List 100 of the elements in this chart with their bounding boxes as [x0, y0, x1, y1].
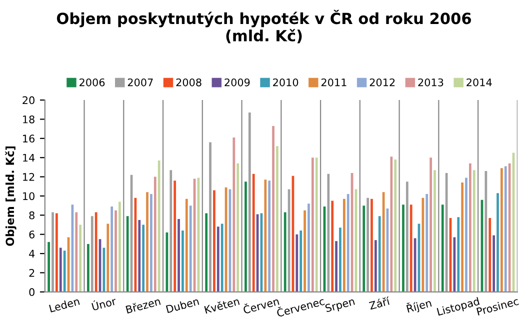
- bar: [75, 212, 78, 292]
- bar: [296, 234, 298, 292]
- bar: [410, 204, 412, 292]
- bar: [142, 224, 145, 292]
- bar: [311, 158, 314, 292]
- bar: [500, 168, 503, 292]
- bar: [327, 174, 330, 292]
- bar: [52, 212, 54, 292]
- bar: [126, 216, 129, 292]
- bar: [213, 190, 216, 292]
- bar: [252, 174, 255, 292]
- bar: [216, 226, 220, 292]
- bar: [189, 206, 192, 292]
- bar: [394, 160, 397, 292]
- bar: [236, 163, 240, 292]
- x-tick-label: Květen: [204, 296, 240, 314]
- bar: [406, 182, 408, 292]
- bar: [426, 194, 428, 292]
- bar: [90, 216, 94, 292]
- x-tick-label: Březen: [125, 296, 161, 314]
- bar: [378, 216, 381, 292]
- bar: [272, 126, 274, 292]
- bar: [182, 230, 184, 292]
- legend-label: 2012: [370, 78, 395, 86]
- bar: [146, 192, 148, 292]
- bar: [362, 206, 366, 292]
- bar: [308, 204, 310, 292]
- legend-label: 2009: [224, 78, 250, 86]
- bar: [268, 180, 271, 292]
- bar: [106, 224, 110, 292]
- bar: [170, 170, 172, 292]
- bar: [366, 198, 369, 292]
- bar: [205, 213, 208, 292]
- bar: [150, 194, 152, 292]
- legend-label: 2010: [273, 78, 298, 86]
- bar: [118, 202, 121, 292]
- bar: [434, 170, 436, 292]
- bar: [79, 224, 82, 292]
- bar: [304, 210, 306, 292]
- bar: [465, 178, 468, 292]
- y-axis-title: Objem [mld. Kč]: [5, 146, 16, 246]
- y-tick-label: 6: [29, 230, 34, 238]
- bar: [114, 210, 117, 292]
- x-tick-label: Říjen: [406, 297, 432, 315]
- bar: [264, 180, 267, 292]
- bar: [504, 166, 507, 292]
- bar: [496, 193, 499, 292]
- y-tick-label: 18: [23, 115, 34, 124]
- y-tick-label: 14: [23, 154, 35, 162]
- bar: [56, 213, 58, 292]
- legend-label: 2014: [466, 78, 492, 86]
- y-tick-label: 0: [29, 288, 34, 296]
- bar: [346, 194, 350, 292]
- bar: [422, 198, 424, 292]
- bar: [48, 242, 50, 292]
- bar: [138, 220, 141, 292]
- bar: [331, 200, 334, 292]
- bar: [339, 228, 342, 292]
- y-tick-label: 12: [23, 173, 34, 181]
- bar: [63, 250, 66, 292]
- legend-label: 2011: [321, 78, 346, 86]
- bar: [178, 219, 180, 292]
- x-tick-label: Únor: [91, 295, 117, 311]
- bar: [315, 158, 318, 292]
- x-tick-label: Duben: [166, 297, 200, 314]
- bar: [300, 230, 302, 292]
- bar: [174, 180, 176, 292]
- bar: [284, 212, 286, 292]
- y-tick-label: 4: [29, 250, 35, 258]
- bar: [342, 198, 346, 292]
- bar: [374, 240, 377, 292]
- bar: [335, 241, 338, 292]
- bar: [158, 160, 160, 292]
- bar: [390, 156, 393, 292]
- bar: [220, 224, 224, 292]
- x-tick-label: Leden: [48, 297, 80, 312]
- bar: [469, 163, 472, 292]
- bar: [209, 142, 212, 292]
- bar: [370, 198, 373, 292]
- x-tick-label: Září: [368, 296, 391, 310]
- y-tick-label: 16: [23, 134, 34, 143]
- bar: [461, 182, 464, 292]
- bar: [232, 137, 236, 292]
- bar: [457, 217, 460, 292]
- bar: [441, 204, 444, 292]
- legend-label: 2013: [418, 78, 444, 86]
- bar: [430, 158, 432, 292]
- chart-title: Objem poskytnutých hypoték v ČR od roku 2006 (mld. Kč): [56, 10, 471, 44]
- bar: [154, 176, 156, 292]
- bar: [87, 244, 90, 292]
- bar: [185, 198, 188, 292]
- y-tick-label: 10: [23, 192, 34, 200]
- legend-label: 2006: [80, 78, 105, 86]
- bar: [244, 182, 247, 292]
- legend-label: 2008: [176, 78, 202, 86]
- bar: [59, 248, 62, 292]
- bar: [94, 212, 98, 292]
- bar: [472, 170, 476, 292]
- legend-label: 2007: [128, 78, 153, 86]
- bar: [488, 218, 492, 292]
